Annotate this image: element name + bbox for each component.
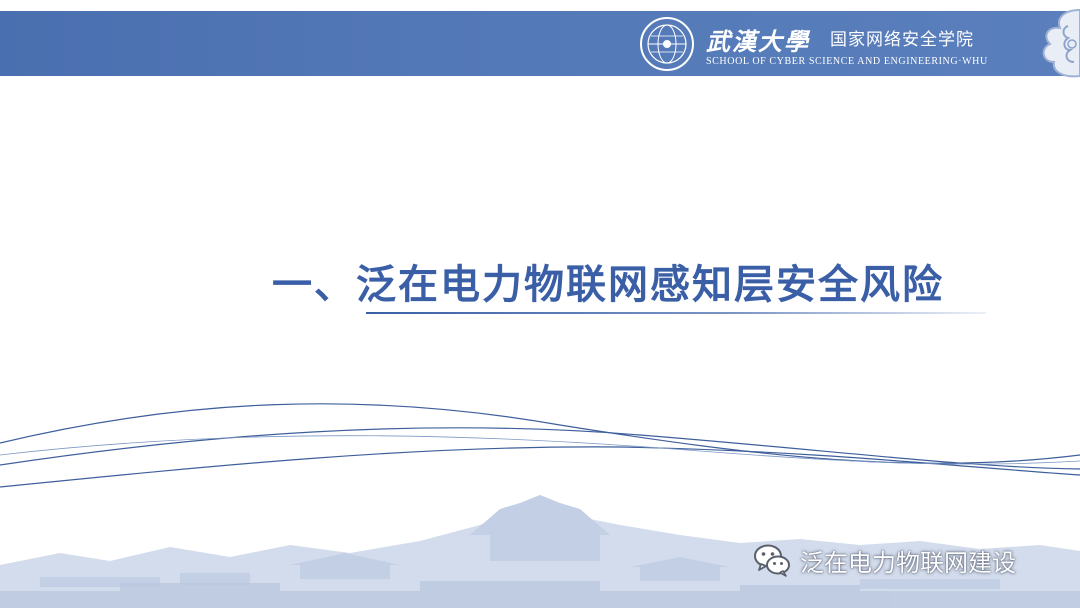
cloud-ornament-icon <box>1042 8 1080 78</box>
decorative-wave-lines <box>0 403 1080 488</box>
campus-skyline-illustration <box>0 495 1080 608</box>
top-margin <box>0 0 1080 11</box>
section-title: 一、泛在电力物联网感知层安全风险 <box>272 262 944 308</box>
watermark-text: 泛在电力物联网建设 <box>800 548 1016 577</box>
university-seal-icon <box>640 17 694 71</box>
wechat-watermark: 泛在电力物联网建设 <box>752 540 1016 580</box>
header-bar <box>0 11 1080 76</box>
wechat-icon <box>754 544 790 577</box>
school-name-cn: 国家网络安全学院 <box>830 30 974 50</box>
university-calligraphy-logo: 武漢大學 <box>706 27 810 56</box>
school-name-en: SCHOOL OF CYBER SCIENCE AND ENGINEERING·… <box>706 56 988 67</box>
title-underline <box>366 312 986 314</box>
